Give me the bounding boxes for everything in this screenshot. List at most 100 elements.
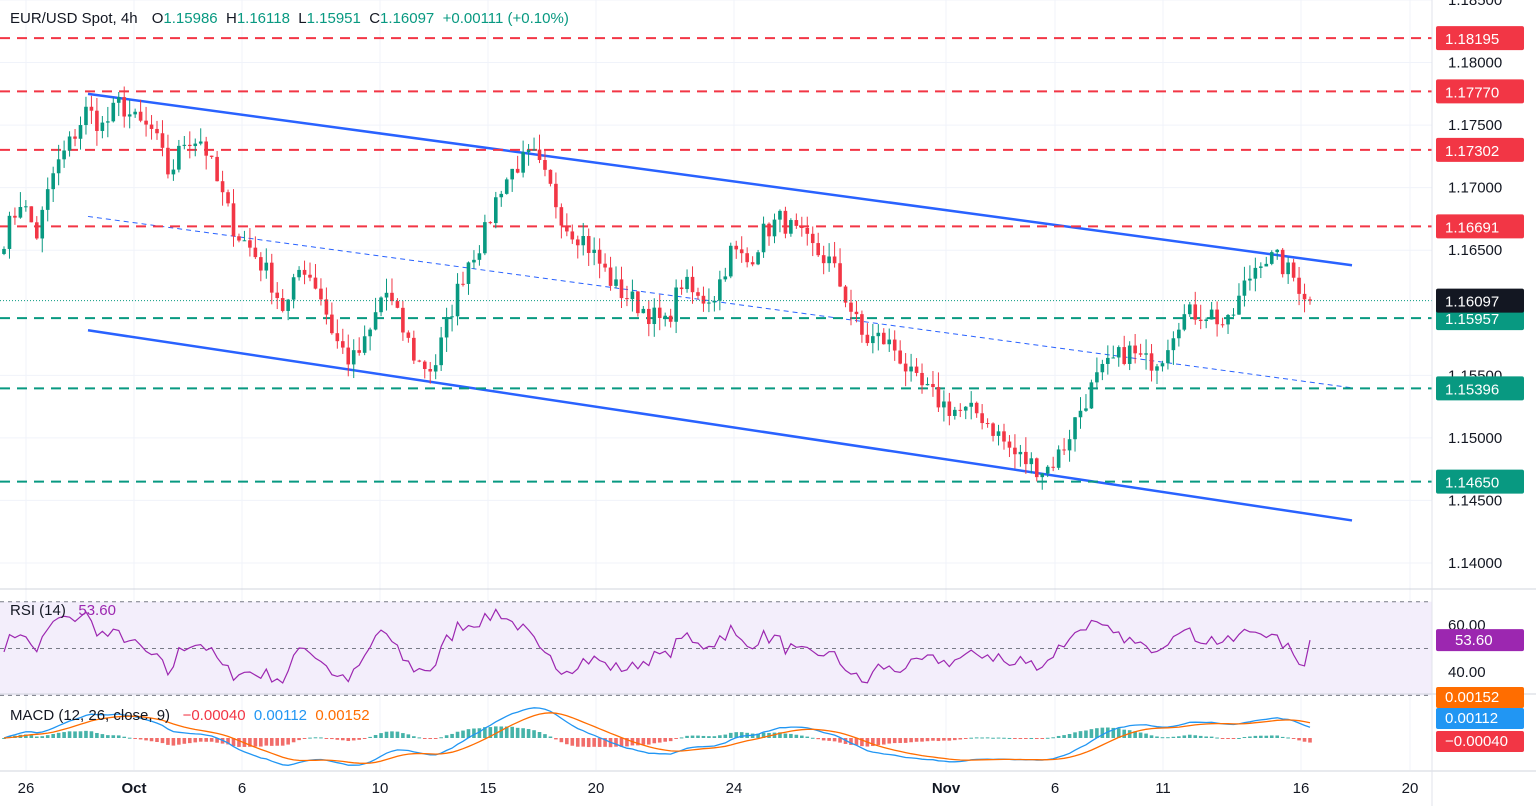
macd-histogram-bar — [455, 731, 460, 738]
candle-body — [1198, 319, 1203, 322]
macd-hist-value: −0.00040 — [182, 707, 246, 724]
macd-signal-tag-label: 0.00152 — [1445, 689, 1499, 706]
macd-histogram-bar — [685, 735, 689, 738]
candle-body — [231, 203, 236, 237]
macd-histogram-bar — [1198, 735, 1203, 738]
candle-body — [521, 152, 525, 173]
macd-histogram-bar — [1100, 727, 1105, 738]
macd-histogram-bar — [554, 738, 558, 740]
signal-line — [3, 712, 1311, 764]
macd-histogram-bar — [1286, 737, 1290, 739]
candle-body — [800, 225, 804, 228]
candle-body — [100, 122, 105, 131]
time-tick-label: 20 — [1402, 780, 1419, 797]
candle-body — [1106, 357, 1110, 364]
macd-histogram-bar — [1237, 737, 1241, 739]
macd-histogram-bar — [1275, 735, 1280, 738]
macd-histogram-bar — [898, 738, 902, 743]
macd-histogram-bar — [1302, 738, 1307, 742]
candle-body — [532, 149, 536, 151]
candle-body — [187, 144, 192, 147]
candle-body — [554, 183, 558, 208]
close-label: C — [369, 10, 381, 27]
rsi-header: RSI (14) 53.60 — [10, 602, 116, 619]
macd-signal-tag — [1436, 687, 1524, 708]
candle-body — [1138, 353, 1143, 355]
mid-trendline — [87, 215, 1353, 389]
candle-body — [887, 339, 892, 345]
candle-body — [1029, 458, 1034, 465]
macd-histogram-bar — [373, 735, 378, 738]
candle-body — [1018, 451, 1023, 455]
candle-body — [177, 145, 181, 170]
candle-body — [56, 159, 61, 174]
macd-histogram-bar — [1220, 738, 1225, 739]
candle-body — [1155, 366, 1159, 371]
macd-macd-tag-label: 0.00112 — [1445, 710, 1498, 727]
low-value: 1.15951 — [306, 10, 361, 27]
candle-body — [636, 291, 640, 314]
candle-body — [827, 256, 831, 264]
macd-histogram-bar — [362, 738, 367, 739]
candle-body — [903, 363, 908, 372]
macd-histogram-bar — [62, 732, 66, 738]
candle-body — [1100, 363, 1105, 373]
macd-histogram-bar — [401, 733, 405, 738]
close-value: 1.16097 — [380, 10, 435, 27]
candle-body — [78, 125, 83, 139]
candle-body — [657, 307, 662, 319]
price-tick-label: 1.16500 — [1448, 242, 1502, 259]
macd-histogram-bar — [89, 731, 94, 738]
candle-body — [24, 206, 28, 208]
macd-histogram-bar — [215, 738, 219, 743]
candle-body — [630, 291, 635, 300]
candle-body — [275, 292, 280, 299]
macd-histogram-bar — [1089, 729, 1094, 738]
macd-histogram-bar — [1242, 737, 1247, 739]
macd-value: 0.00112 — [253, 707, 308, 724]
macd-histogram-bar — [422, 738, 427, 739]
macd-histogram-bar — [177, 738, 181, 745]
candle-body — [608, 267, 613, 286]
candle-body — [592, 249, 596, 253]
high-value: 1.16118 — [236, 10, 290, 27]
candle-body — [1051, 466, 1055, 468]
resistance-level-0-tag-label: 1.18195 — [1445, 31, 1499, 48]
resistance-level-3-tag-label: 1.16691 — [1445, 219, 1499, 236]
candle-body — [483, 222, 487, 254]
candle-body — [1133, 345, 1137, 354]
macd-histogram-bar — [466, 729, 471, 738]
candle-body — [417, 360, 422, 362]
macd-histogram-bar — [931, 738, 935, 741]
candle-body — [974, 402, 979, 414]
candle-body — [707, 302, 711, 304]
time-tick-label: 16 — [1293, 780, 1310, 797]
candle-body — [13, 215, 17, 218]
macd-histogram-bar — [668, 738, 673, 742]
macd-histogram-bar — [1078, 731, 1083, 738]
macd-histogram-bar — [1204, 736, 1208, 738]
macd-histogram-bar — [313, 737, 318, 739]
candle-body — [685, 276, 689, 290]
macd-histogram-bar — [1248, 736, 1252, 738]
candle-body — [1160, 363, 1165, 367]
macd-histogram-bar — [2, 738, 6, 739]
candle-body — [690, 276, 695, 293]
candle-body — [1013, 447, 1017, 455]
macd-histogram-bar — [1002, 737, 1006, 739]
candle-body — [313, 277, 318, 289]
support-level-0-tag-label: 1.15957 — [1445, 311, 1499, 328]
candle-body — [619, 279, 624, 299]
candle-body — [62, 150, 66, 160]
candle-body — [543, 160, 547, 170]
macd-histogram-bar — [472, 728, 476, 738]
macd-histogram-bar — [166, 738, 170, 745]
candle-body — [947, 401, 952, 416]
macd-histogram-bar — [881, 738, 886, 745]
macd-histogram-bar — [810, 737, 815, 739]
candle-body — [1193, 304, 1198, 320]
candle-body — [1297, 277, 1301, 294]
macd-histogram-bar — [1106, 727, 1110, 738]
macd-histogram-bar — [1067, 733, 1072, 738]
